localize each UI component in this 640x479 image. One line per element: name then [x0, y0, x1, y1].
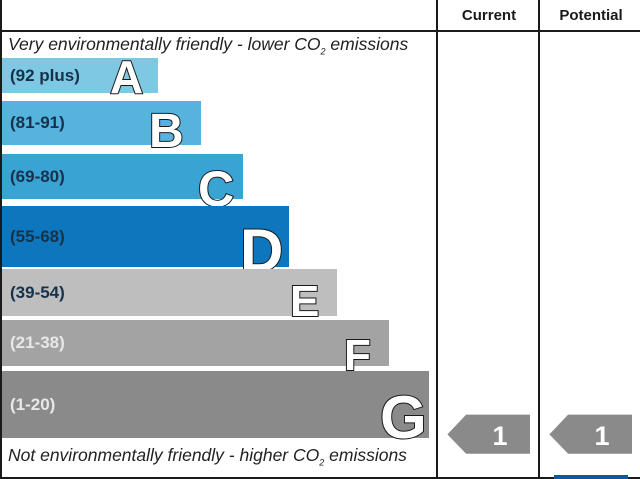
svg-text:1: 1 [594, 421, 609, 451]
svg-text:1: 1 [492, 421, 507, 451]
